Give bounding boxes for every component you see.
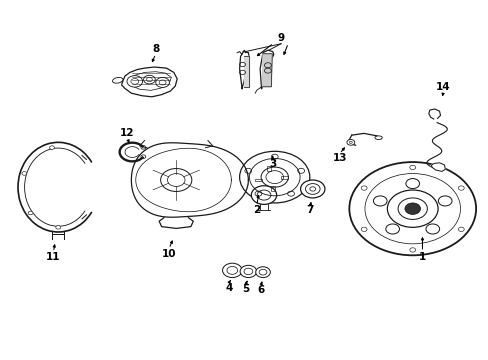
Bar [254,179,261,181]
Circle shape [404,203,420,215]
Circle shape [56,226,61,229]
Circle shape [346,139,354,145]
Circle shape [409,248,415,252]
Text: 10: 10 [162,248,176,258]
Text: 4: 4 [225,283,232,293]
Circle shape [240,265,256,278]
Bar [281,176,287,179]
Circle shape [127,76,142,87]
Circle shape [457,186,463,190]
Circle shape [361,186,366,190]
Bar [267,166,271,171]
Circle shape [409,165,415,170]
Ellipse shape [374,136,382,139]
Circle shape [405,179,419,189]
Circle shape [222,263,242,278]
Circle shape [437,196,451,206]
Circle shape [255,267,270,278]
Circle shape [239,151,309,203]
Text: 7: 7 [306,206,313,216]
Circle shape [251,186,276,204]
Circle shape [143,75,155,84]
Ellipse shape [112,77,122,83]
Polygon shape [262,54,272,87]
Circle shape [397,198,427,220]
Circle shape [385,224,399,234]
Circle shape [22,172,27,175]
Ellipse shape [300,180,325,198]
Circle shape [28,211,33,215]
Polygon shape [244,56,249,87]
Circle shape [261,167,288,187]
Circle shape [457,227,463,231]
Circle shape [348,162,475,255]
Circle shape [156,77,169,87]
Circle shape [49,146,54,149]
Circle shape [361,227,366,231]
Polygon shape [131,143,248,217]
Text: 13: 13 [332,153,346,163]
Text: 3: 3 [268,159,276,169]
Polygon shape [239,51,249,89]
Circle shape [160,168,191,192]
Text: 2: 2 [253,206,260,216]
Polygon shape [430,163,445,171]
Text: 12: 12 [120,129,135,138]
Polygon shape [122,67,177,97]
Circle shape [373,196,386,206]
Text: 8: 8 [152,44,159,54]
Circle shape [386,190,437,227]
Text: 9: 9 [277,33,284,43]
Bar [271,186,275,191]
Text: 1: 1 [418,252,425,262]
Text: 14: 14 [435,82,450,92]
Polygon shape [260,50,273,89]
Circle shape [425,224,439,234]
Text: 6: 6 [257,285,264,295]
Text: 5: 5 [242,284,249,294]
Text: 11: 11 [46,252,61,262]
